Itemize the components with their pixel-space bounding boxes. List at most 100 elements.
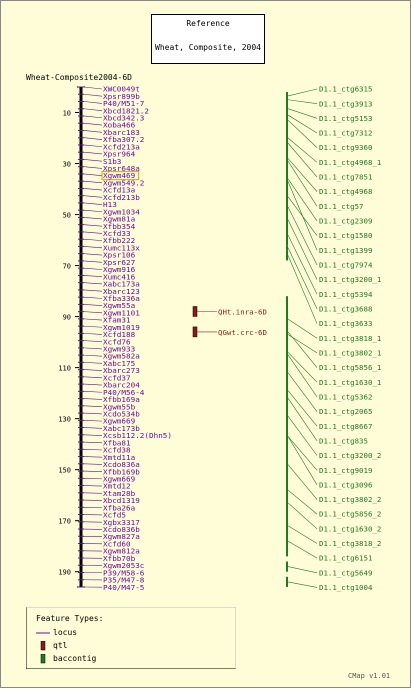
locus-connector — [84, 493, 102, 494]
locus-connector — [84, 268, 102, 269]
contig-label[interactable]: D1.1_ctg3200_2 — [319, 451, 381, 460]
axis-tick-label: 190 — [58, 569, 71, 577]
contig-label[interactable]: D1.1_ctg7851 — [319, 173, 372, 182]
contig-label[interactable]: D1.1_ctg3802_2 — [319, 495, 381, 504]
legend: Feature Types: locus qtl baccontig — [26, 607, 236, 669]
contig-label[interactable]: D1.1_ctg3200_1 — [319, 275, 381, 284]
locus-connector — [84, 275, 102, 276]
contig-connector — [288, 541, 317, 558]
locus-connector — [84, 341, 102, 342]
locus-connector — [84, 152, 102, 154]
contig-label[interactable]: D1.1_ctg5856_1 — [319, 363, 381, 372]
contig-label[interactable]: D1.1_ctg1580 — [319, 231, 372, 240]
contig-connector — [288, 352, 317, 382]
locus-connector — [84, 428, 102, 429]
contig-label[interactable]: D1.1_ctg9360 — [319, 143, 372, 152]
contig-label[interactable]: D1.1_ctg3688 — [319, 305, 372, 314]
locus-label[interactable]: P40/M47-5 — [103, 583, 144, 592]
contig-connector — [288, 465, 317, 500]
contig-label[interactable]: D1.1_ctg2309 — [319, 217, 372, 226]
contig-label[interactable]: D1.1_ctg5649 — [319, 568, 372, 577]
locus-line-icon — [36, 628, 50, 638]
locus-connector — [84, 449, 102, 450]
contig-label[interactable]: D1.1_ctg8667 — [319, 422, 372, 431]
locus-connector — [84, 290, 102, 291]
contig-label[interactable]: D1.1_ctg835 — [319, 436, 368, 445]
locus-connector — [84, 225, 102, 226]
contig-connector — [288, 436, 317, 484]
contig-connector — [288, 503, 317, 529]
locus-connector — [84, 109, 102, 111]
contig-connector — [288, 138, 317, 162]
axis-tick-label: 70 — [63, 263, 71, 271]
locus-connector — [84, 130, 102, 132]
contig-label[interactable]: D1.1_ctg1004 — [319, 583, 373, 592]
locus-connector — [84, 442, 102, 443]
contig-label[interactable]: D1.1_ctg6315 — [319, 85, 372, 94]
locus-connector — [84, 435, 102, 436]
locus-connector — [84, 312, 102, 313]
contig-label[interactable]: D1.1_ctg1630_2 — [319, 524, 381, 533]
locus-connector — [84, 261, 102, 262]
contig-label[interactable]: D1.1_ctg2065 — [319, 407, 372, 416]
locus-connector — [84, 239, 102, 240]
contig-label[interactable]: D1.1_ctg57 — [319, 202, 364, 211]
qtl-label[interactable]: QGwt.crc-6D — [218, 328, 267, 337]
locus-connector — [84, 217, 102, 219]
contig-label[interactable]: D1.1_ctg3818_2 — [319, 539, 381, 548]
legend-title: Feature Types: — [36, 614, 103, 623]
contig-label[interactable]: D1.1_ctg1399 — [319, 246, 372, 255]
contig-label[interactable]: D1.1_ctg5856_2 — [319, 510, 381, 519]
locus-connector — [84, 399, 102, 400]
contig-label[interactable]: D1.1_ctg3633 — [319, 319, 372, 328]
locus-connector — [84, 232, 102, 233]
contig-connector — [288, 582, 317, 588]
map-title[interactable]: Wheat-Composite2004-6D — [26, 73, 132, 82]
locus-connector — [84, 384, 102, 385]
locus-connector — [84, 326, 102, 327]
axis-tick-label: 10 — [63, 110, 71, 118]
contig-label[interactable]: D1.1_ctg6151 — [319, 554, 372, 563]
contig-label[interactable]: D1.1_ctg3096 — [319, 480, 372, 489]
locus-connector — [84, 486, 102, 487]
contig-label[interactable]: D1.1_ctg7312 — [319, 129, 372, 138]
locus-connector — [84, 123, 102, 125]
locus-connector — [84, 101, 102, 103]
contig-connector — [288, 255, 317, 323]
locus-connector — [84, 116, 102, 118]
contig-label[interactable]: D1.1_ctg7974 — [319, 261, 373, 270]
axis-tick-label: 50 — [63, 212, 71, 220]
contig-label[interactable]: D1.1_ctg5362 — [319, 392, 372, 401]
locus-connector — [84, 203, 102, 205]
contig-connector — [288, 373, 317, 412]
qtl-label[interactable]: QHt.inra-6D — [218, 307, 267, 316]
locus-connector — [84, 420, 102, 421]
locus-connector — [84, 174, 102, 176]
locus-connector — [84, 246, 102, 247]
qtl-box[interactable] — [193, 327, 197, 337]
contig-connector — [288, 355, 317, 397]
contig-label[interactable]: D1.1_ctg4968_1 — [319, 158, 381, 167]
locus-connector — [84, 94, 102, 96]
contig-label[interactable]: D1.1_ctg9019 — [319, 466, 372, 475]
contig-connector — [288, 109, 317, 119]
legend-label-qtl: qtl — [53, 641, 67, 650]
contig-connector — [288, 248, 317, 309]
locus-connector — [84, 464, 102, 465]
locus-connector — [84, 254, 102, 255]
contig-features: D1.1_ctg6315 D1.1_ctg3913 D1.1_ctg5153 D1.1… — [287, 85, 381, 592]
locus-connector — [84, 362, 102, 363]
locus-connector — [84, 138, 102, 140]
contig-label[interactable]: D1.1_ctg3913 — [319, 99, 372, 108]
contig-label[interactable]: D1.1_ctg3802_1 — [319, 348, 381, 357]
contig-label[interactable]: D1.1_ctg4968 — [319, 187, 372, 196]
contig-label[interactable]: D1.1_ctg5153 — [319, 114, 372, 123]
locus-connector — [84, 283, 102, 284]
contig-label[interactable]: D1.1_ctg3818_1 — [319, 334, 381, 343]
qtl-box[interactable] — [193, 306, 197, 316]
contig-label[interactable]: D1.1_ctg5394 — [319, 290, 373, 299]
contig-connector — [288, 235, 317, 294]
qtl-features: QHt.inra-6D QGwt.crc-6D — [193, 306, 267, 336]
contig-label[interactable]: D1.1_ctg1630_1 — [319, 378, 381, 387]
